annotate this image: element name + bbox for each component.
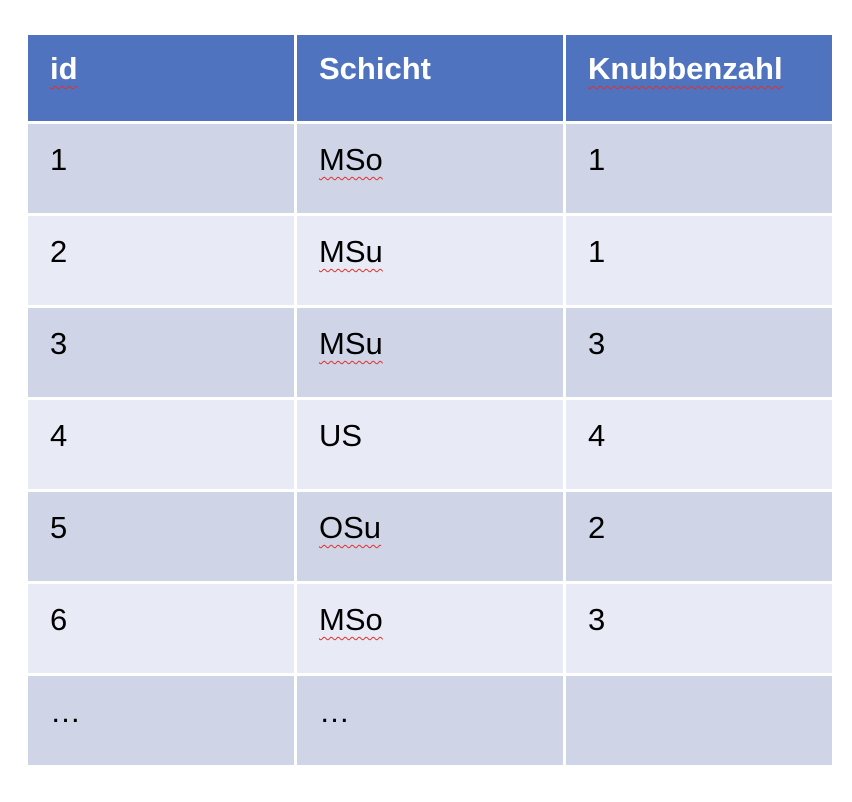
- cell-schicht: MSu: [294, 305, 566, 400]
- cell-schicht: MSo: [294, 581, 566, 676]
- table-row: 6 MSo 3: [25, 581, 835, 676]
- cell-id: 1: [25, 121, 297, 216]
- cell-schicht-value: MSu: [319, 234, 383, 269]
- cell-schicht: MSo: [294, 121, 566, 216]
- cell-schicht: US: [294, 397, 566, 492]
- cell-knubbenzahl: [563, 673, 835, 768]
- cell-id-value: 3: [50, 326, 68, 361]
- cell-knubbenzahl: 4: [563, 397, 835, 492]
- cell-id-value: …: [50, 694, 81, 729]
- cell-knubbenzahl: 2: [563, 489, 835, 584]
- cell-id-value: 5: [50, 510, 68, 545]
- cell-schicht-value: OSu: [319, 510, 382, 545]
- column-header-schicht-label: Schicht: [319, 51, 431, 86]
- cell-knubbenzahl-value: 1: [588, 234, 606, 269]
- cell-knubbenzahl: 3: [563, 305, 835, 400]
- cell-schicht-value: …: [319, 694, 350, 729]
- cell-schicht: OSu: [294, 489, 566, 584]
- cell-id: 5: [25, 489, 297, 584]
- data-table-container: id Schicht Knubbenzahl 1 MSo 1 2 MSu 1 3…: [25, 32, 835, 768]
- column-header-id-label: id: [50, 51, 78, 86]
- table-row: 1 MSo 1: [25, 121, 835, 216]
- table-row: 2 MSu 1: [25, 213, 835, 308]
- table-header-row: id Schicht Knubbenzahl: [25, 32, 835, 124]
- cell-knubbenzahl-value: 3: [588, 602, 606, 637]
- table-row: 5 OSu 2: [25, 489, 835, 584]
- cell-id-value: 1: [50, 142, 68, 177]
- cell-schicht-value: US: [319, 418, 363, 453]
- cell-knubbenzahl: 1: [563, 121, 835, 216]
- cell-knubbenzahl: 1: [563, 213, 835, 308]
- cell-schicht: …: [294, 673, 566, 768]
- column-header-id: id: [25, 32, 297, 124]
- table-row: … …: [25, 673, 835, 768]
- cell-knubbenzahl-value: 3: [588, 326, 606, 361]
- column-header-schicht: Schicht: [294, 32, 566, 124]
- cell-knubbenzahl: 3: [563, 581, 835, 676]
- cell-knubbenzahl-value: 2: [588, 510, 606, 545]
- table-row: 3 MSu 3: [25, 305, 835, 400]
- cell-knubbenzahl-value: 1: [588, 142, 606, 177]
- cell-id-value: 4: [50, 418, 68, 453]
- table-row: 4 US 4: [25, 397, 835, 492]
- cell-id-value: 2: [50, 234, 68, 269]
- cell-id: 2: [25, 213, 297, 308]
- cell-knubbenzahl-value: 4: [588, 418, 606, 453]
- column-header-knubbenzahl-label: Knubbenzahl: [588, 51, 783, 86]
- data-table: id Schicht Knubbenzahl 1 MSo 1 2 MSu 1 3…: [25, 32, 835, 768]
- cell-id: 3: [25, 305, 297, 400]
- cell-schicht: MSu: [294, 213, 566, 308]
- cell-id-value: 6: [50, 602, 68, 637]
- column-header-knubbenzahl: Knubbenzahl: [563, 32, 835, 124]
- cell-id: …: [25, 673, 297, 768]
- cell-schicht-value: MSo: [319, 142, 383, 177]
- cell-schicht-value: MSu: [319, 326, 383, 361]
- cell-id: 4: [25, 397, 297, 492]
- cell-id: 6: [25, 581, 297, 676]
- cell-schicht-value: MSo: [319, 602, 383, 637]
